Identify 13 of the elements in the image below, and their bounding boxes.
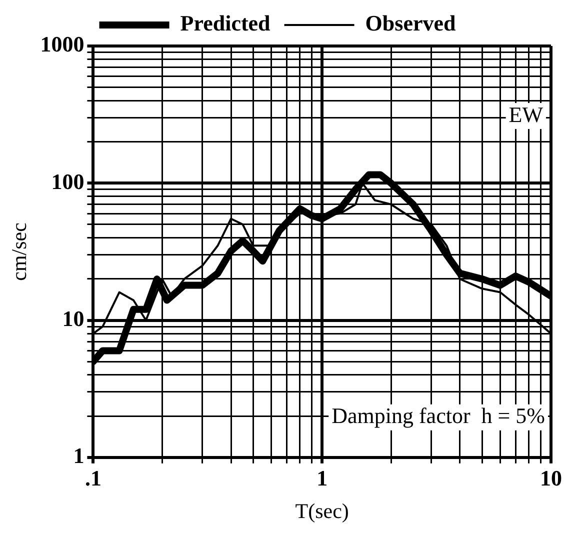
- annotation: Damping factor h = 5%: [332, 403, 545, 428]
- legend-label: Predicted: [180, 10, 270, 36]
- legend-label: Observed: [365, 10, 456, 36]
- y-axis-title: cm/sec: [7, 222, 32, 281]
- annotation: EW: [508, 102, 544, 127]
- y-tick-label: 10: [62, 306, 84, 331]
- y-tick-label: 1: [73, 443, 84, 468]
- x-tick-label: .1: [84, 465, 102, 490]
- y-tick-label: 100: [51, 168, 84, 194]
- x-tick-label: 1: [316, 465, 328, 490]
- x-tick-label: 10: [540, 465, 562, 490]
- y-tick-label: 1000: [40, 32, 84, 57]
- x-axis-title: T(sec): [295, 498, 349, 523]
